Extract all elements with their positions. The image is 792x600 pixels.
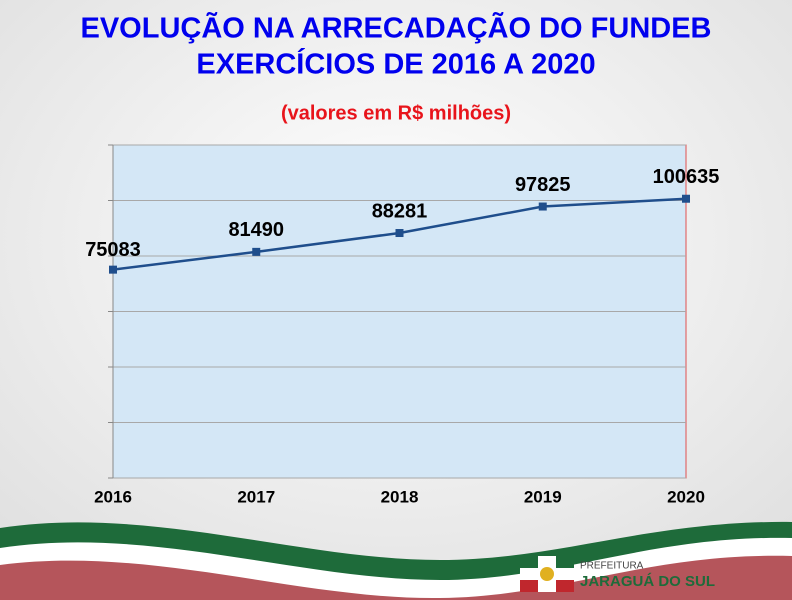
data-label: 81490 [228, 219, 284, 241]
logo-crest [540, 567, 554, 581]
chart-title: EVOLUÇÃO NA ARRECADAÇÃO DO FUNDEB [80, 11, 711, 45]
data-label: 97825 [515, 174, 571, 196]
x-tick-label: 2018 [381, 487, 419, 506]
marker [395, 229, 404, 238]
chart-title: EXERCÍCIOS DE 2016 A 2020 [196, 47, 595, 81]
data-label: 100635 [653, 166, 720, 188]
logo-text: JARAGUÁ DO SUL [580, 573, 715, 590]
logo-flag [556, 556, 574, 568]
logo-flag [520, 556, 538, 568]
data-label: 88281 [372, 200, 428, 222]
chart-subtitle: (valores em R$ milhões) [281, 102, 511, 124]
x-tick-label: 2019 [524, 487, 562, 506]
marker [252, 247, 261, 256]
marker [538, 202, 547, 211]
data-label: 75083 [85, 239, 141, 261]
marker [109, 265, 117, 274]
x-tick-label: 2016 [94, 487, 132, 506]
x-tick-label: 2017 [237, 487, 275, 506]
marker [682, 194, 690, 203]
logo-flag [556, 580, 574, 592]
wave-red [0, 555, 792, 600]
logo-flag [520, 580, 538, 592]
logo-text: PREFEITURA [580, 561, 644, 572]
chart: 2016 2017 2018 2019 2020 75083 81490 88281 97825… [85, 144, 720, 506]
x-tick-label: 2020 [667, 487, 705, 506]
